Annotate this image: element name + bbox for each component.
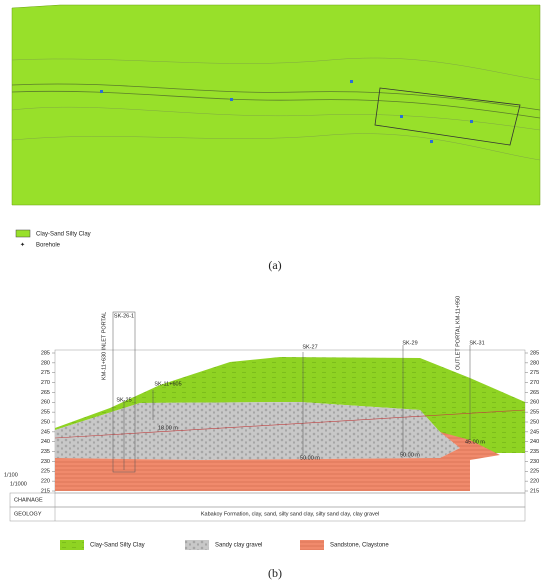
elevation-label: 250	[530, 419, 539, 425]
elevation-label: 250	[41, 419, 50, 425]
scale-label: 1/100	[4, 472, 18, 478]
elevation-label: 225	[530, 469, 539, 475]
legend-label: Sandstone, Claystone	[330, 543, 389, 549]
elevation-label: 260	[530, 400, 539, 406]
legend-swatch	[300, 540, 324, 550]
elevation-label: 280	[530, 360, 539, 366]
elevation-label: 280	[41, 360, 50, 366]
elevation-label: 285	[530, 350, 539, 356]
elevation-label: 265	[41, 390, 50, 396]
elevation-label: 245	[530, 429, 539, 435]
elevation-label: 235	[41, 449, 50, 455]
depth-label: 50.00 m	[400, 452, 420, 458]
elevation-label: 255	[530, 410, 539, 416]
elevation-label: 265	[530, 390, 539, 396]
scale-label: 1/1000	[10, 481, 27, 487]
legend-label: Borehole	[36, 243, 61, 249]
row-label: GEOLOGY	[14, 511, 42, 517]
caption: (a)	[268, 258, 281, 272]
elevation-label: 220	[530, 479, 539, 485]
elevation-label: 270	[41, 380, 50, 386]
borehole-label: SK-29	[402, 340, 417, 346]
elevation-label: 270	[530, 380, 539, 386]
legend-swatch	[15, 229, 31, 238]
legend-swatch	[185, 540, 209, 550]
geology-text: Kabakoy Formation, clay, sand, silty san…	[201, 511, 379, 517]
legend-swatch	[60, 540, 84, 550]
borehole-label: SK-27	[302, 344, 317, 350]
elevation-label: 245	[41, 429, 50, 435]
borehole-label: SK-26-1	[114, 313, 134, 319]
portal-label: KM-11+630 INLET PORTAL	[101, 312, 107, 380]
elevation-label: 275	[41, 370, 50, 376]
elevation-label: 240	[530, 439, 539, 445]
elevation-label: 255	[41, 410, 50, 416]
depth-label: 45.00 m	[465, 439, 485, 445]
portal-label: OUTLET PORTAL KM-11+950	[455, 296, 461, 370]
borehole-label: SK-31	[469, 340, 484, 346]
legend-label: Sandy clay gravel	[215, 543, 262, 549]
map	[11, 4, 541, 206]
legend-label: Clay-Sand Silty Clay	[36, 232, 91, 238]
elevation-label: 275	[530, 370, 539, 376]
legend-label: Clay-Sand Silty Clay	[90, 543, 145, 549]
depth-label: 50.00 m	[300, 455, 320, 461]
elevation-label: 220	[41, 479, 50, 485]
borehole-label: SK-25	[116, 397, 131, 403]
elevation-label: 225	[41, 469, 50, 475]
legend-icon: ✦	[20, 242, 25, 249]
elevation-label: 285	[41, 350, 50, 356]
elevation-label: 235	[530, 449, 539, 455]
row-label: CHAINAGE	[14, 497, 43, 503]
elevation-label: 230	[41, 459, 50, 465]
elevation-label: 215	[530, 488, 539, 494]
cross-section	[9, 311, 526, 522]
caption: (b)	[268, 566, 282, 580]
elevation-label: 215	[41, 488, 50, 494]
depth-label: 18.00 m	[158, 425, 178, 431]
borehole-label: SK-11+605	[154, 381, 181, 387]
elevation-label: 230	[530, 459, 539, 465]
elevation-label: 260	[41, 400, 50, 406]
elevation-label: 240	[41, 439, 50, 445]
